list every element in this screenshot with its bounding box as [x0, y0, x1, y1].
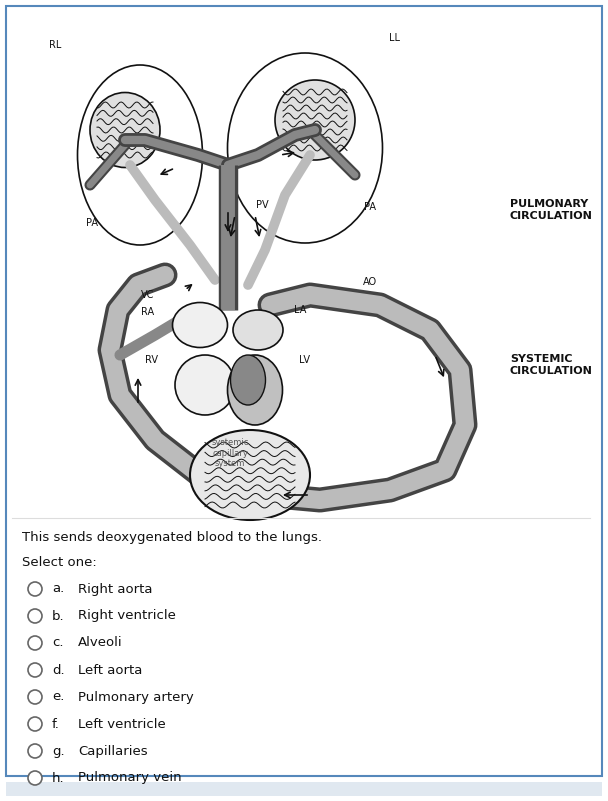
- Text: This sends deoxygenated blood to the lungs.: This sends deoxygenated blood to the lun…: [22, 530, 322, 544]
- FancyBboxPatch shape: [6, 6, 602, 776]
- Text: RV: RV: [145, 355, 159, 365]
- Ellipse shape: [230, 355, 266, 405]
- Ellipse shape: [233, 310, 283, 350]
- Text: Pulmonary vein: Pulmonary vein: [78, 771, 182, 784]
- Circle shape: [28, 717, 42, 731]
- Text: Left ventricle: Left ventricle: [78, 718, 166, 731]
- Text: a.: a.: [52, 582, 64, 595]
- Text: SYSTEMIC
CIRCULATION: SYSTEMIC CIRCULATION: [510, 354, 593, 376]
- Text: f.: f.: [52, 718, 60, 731]
- Text: RA: RA: [142, 307, 154, 317]
- Text: g.: g.: [52, 744, 64, 758]
- Ellipse shape: [227, 53, 382, 243]
- Ellipse shape: [90, 92, 160, 167]
- Text: c.: c.: [52, 637, 63, 650]
- FancyBboxPatch shape: [6, 782, 602, 796]
- Text: e.: e.: [52, 690, 64, 703]
- Circle shape: [28, 636, 42, 650]
- Ellipse shape: [77, 65, 202, 245]
- Text: systemic
capillary
system: systemic capillary system: [212, 438, 249, 468]
- Text: PA: PA: [364, 202, 376, 212]
- Text: AO: AO: [363, 277, 377, 287]
- Text: Left aorta: Left aorta: [78, 663, 142, 677]
- Text: PULMONARY
CIRCULATION: PULMONARY CIRCULATION: [510, 199, 593, 221]
- Text: Right aorta: Right aorta: [78, 582, 153, 595]
- Circle shape: [28, 663, 42, 677]
- Circle shape: [28, 744, 42, 758]
- Text: LA: LA: [294, 305, 306, 315]
- Ellipse shape: [275, 80, 355, 160]
- Text: PV: PV: [256, 200, 268, 210]
- Text: h.: h.: [52, 771, 64, 784]
- Text: VC: VC: [141, 290, 154, 300]
- Circle shape: [28, 690, 42, 704]
- Text: RL: RL: [49, 40, 61, 50]
- Text: Select one:: Select one:: [22, 556, 97, 569]
- Circle shape: [28, 582, 42, 596]
- Ellipse shape: [227, 355, 283, 425]
- Ellipse shape: [175, 355, 235, 415]
- Ellipse shape: [190, 430, 310, 520]
- Ellipse shape: [173, 303, 227, 348]
- Text: Capillaries: Capillaries: [78, 744, 148, 758]
- Text: LL: LL: [390, 33, 401, 43]
- Text: b.: b.: [52, 610, 64, 622]
- Text: Alveoli: Alveoli: [78, 637, 123, 650]
- Circle shape: [28, 771, 42, 785]
- Text: Pulmonary artery: Pulmonary artery: [78, 690, 194, 703]
- Text: PA: PA: [86, 218, 98, 228]
- Circle shape: [28, 609, 42, 623]
- Text: d.: d.: [52, 663, 64, 677]
- Text: Right ventricle: Right ventricle: [78, 610, 176, 622]
- Text: LV: LV: [300, 355, 311, 365]
